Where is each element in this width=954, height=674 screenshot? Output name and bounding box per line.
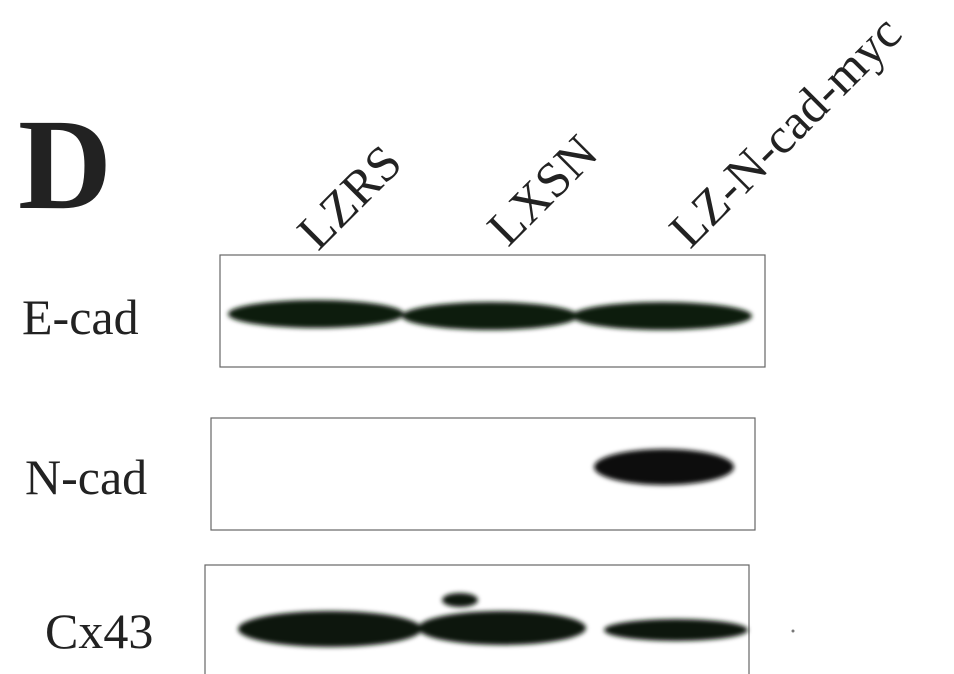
figure: D LZRS LXSN LZ-N-cad-myc E-cad N-cad Cx4… — [0, 0, 954, 674]
page: D LZRS LXSN LZ-N-cad-myc E-cad N-cad Cx4… — [0, 0, 954, 674]
row-label: N-cad — [25, 449, 147, 505]
lane-label: LZ-N-cad-myc — [658, 4, 912, 258]
row-label: E-cad — [22, 289, 139, 345]
lane-label: LZRS — [286, 134, 412, 260]
bands — [228, 300, 752, 330]
row-label: Cx43 — [45, 603, 153, 659]
speck — [792, 630, 795, 633]
bands — [594, 449, 734, 485]
lane-label: LXSN — [476, 124, 608, 256]
panel-label: D — [18, 93, 112, 237]
